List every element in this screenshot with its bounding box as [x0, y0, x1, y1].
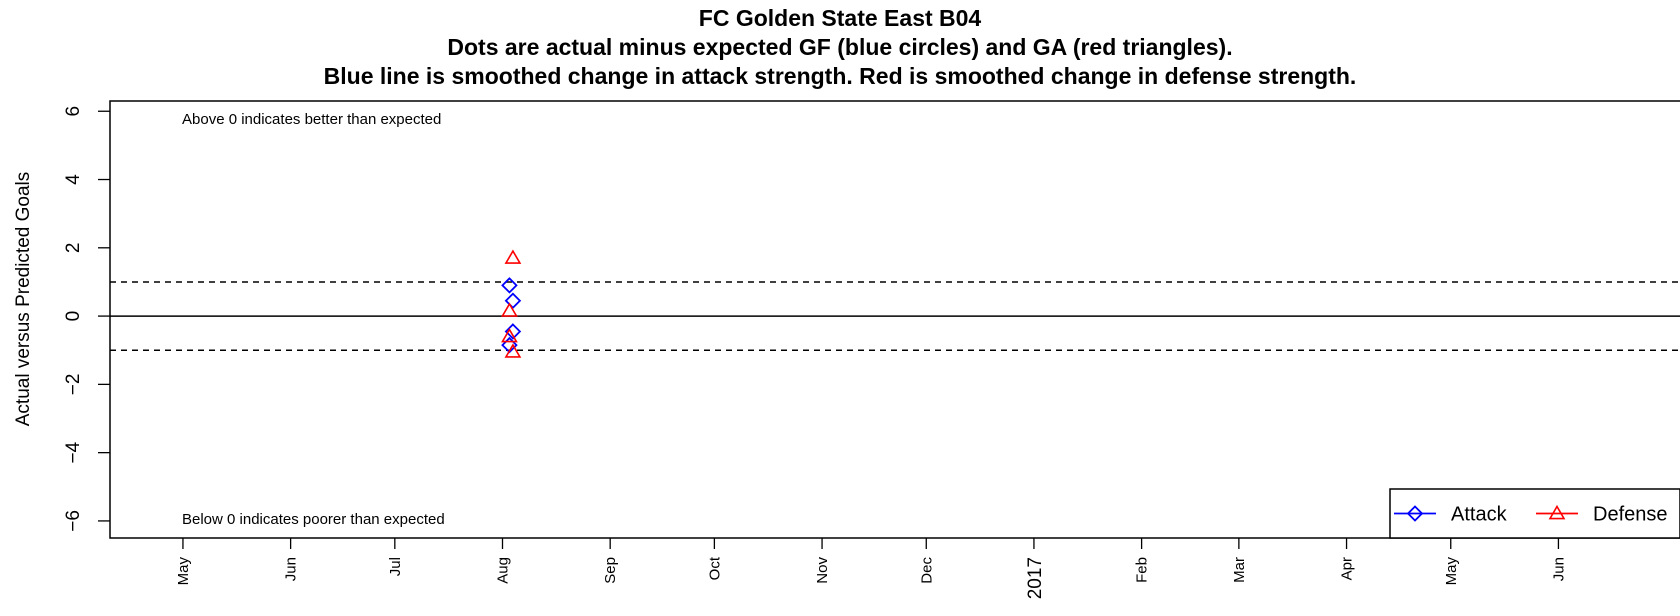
y-axis-label: Actual versus Predicted Goals	[13, 172, 34, 427]
legend-label-attack: Attack	[1451, 504, 1508, 526]
defense-point	[504, 343, 522, 358]
x-tick-label: Jun	[1550, 557, 1567, 581]
annotation-above: Above 0 indicates better than expected	[182, 111, 441, 128]
x-tick-label: Jun	[283, 557, 300, 581]
attack-point	[504, 323, 522, 340]
y-tick-label: 6	[63, 106, 84, 117]
attack-point	[501, 277, 518, 294]
defense-point	[501, 327, 518, 343]
legend-label-defense: Defense	[1593, 504, 1668, 526]
x-tick-label: Mar	[1231, 557, 1248, 583]
chart-title: FC Golden State East B04	[698, 5, 982, 31]
x-tick-label: 2017	[1025, 557, 1046, 599]
plot-frame	[109, 100, 1680, 539]
x-tick-label: Oct	[706, 556, 723, 580]
x-tick-label: Feb	[1134, 557, 1151, 583]
x-tick-label: Nov	[814, 557, 831, 584]
x-tick-label: May	[175, 557, 192, 586]
y-tick-label: 0	[63, 311, 84, 322]
defense-point	[501, 302, 518, 317]
defense-point	[504, 249, 522, 264]
legend-marker-attack	[1406, 505, 1424, 522]
x-tick-label: Jul	[387, 557, 404, 576]
y-tick-label: −2	[63, 374, 84, 396]
x-tick-label: Dec	[918, 557, 935, 584]
x-tick-label: May	[1443, 557, 1460, 586]
x-tick-label: Apr	[1339, 557, 1356, 580]
y-tick-label: −4	[63, 441, 84, 463]
y-tick-label: −6	[63, 510, 84, 532]
chart-subtitle-2: Blue line is smoothed change in attack s…	[323, 63, 1357, 89]
chart-subtitle-1: Dots are actual minus expected GF (blue …	[447, 34, 1233, 60]
y-tick-label: 4	[63, 174, 84, 185]
x-tick-label: Sep	[602, 557, 619, 584]
chart-title-block: FC Golden State East B04 Dots are actual…	[0, 4, 1680, 91]
annotation-below: Below 0 indicates poorer than expected	[182, 511, 445, 528]
x-tick-label: Aug	[495, 557, 512, 584]
legend-box	[1389, 488, 1680, 539]
legend-marker-defense	[1548, 504, 1566, 520]
y-tick-label: 2	[63, 243, 84, 254]
attack-point	[504, 292, 522, 309]
